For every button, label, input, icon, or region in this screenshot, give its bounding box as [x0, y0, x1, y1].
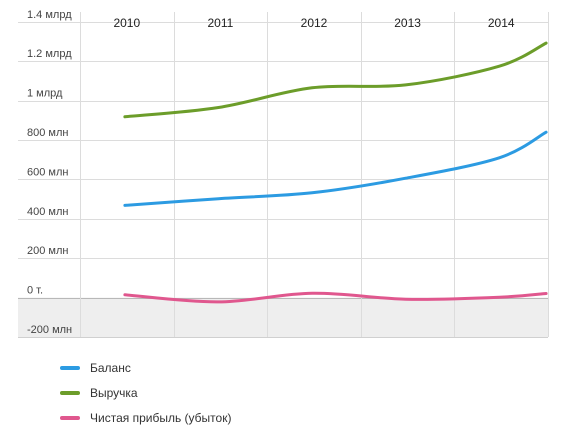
legend-swatch [60, 415, 80, 420]
y-tick-label: 1.2 млрд [27, 48, 72, 60]
legend-label: Баланс [90, 360, 131, 375]
y-tick-label: 400 млн [27, 206, 68, 218]
y-tick-label: 600 млн [27, 166, 68, 178]
legend-label: Чистая прибыль (убыток) [90, 410, 232, 425]
y-tick-label: -200 млн [27, 324, 72, 336]
chart-legend: Баланс Выручка Чистая прибыль (убыток) [60, 355, 231, 430]
legend-item: Чистая прибыль (убыток) [60, 405, 231, 430]
y-tick-label: 800 млн [27, 127, 68, 139]
x-category-label: 2013 [394, 16, 421, 30]
x-category-label: 2014 [488, 16, 515, 30]
series-line-2 [123, 41, 548, 119]
series-line-1 [123, 130, 548, 207]
series-line-3 [123, 291, 548, 304]
legend-swatch [60, 390, 80, 395]
chart-area: 1.4 млрд 1.2 млрд 1 млрд 800 млн 600 млн 400 … [18, 9, 549, 338]
x-category-label: 2010 [113, 16, 140, 30]
x-category-label: 2012 [301, 16, 328, 30]
x-category-label: 2011 [207, 16, 233, 30]
y-tick-label: 1 млрд [27, 88, 63, 100]
y-tick-label: 0 т. [27, 285, 43, 297]
legend-item: Баланс [60, 355, 231, 380]
y-tick-label: 1.4 млрд [27, 9, 72, 21]
legend-swatch [60, 365, 80, 370]
y-tick-label: 200 млн [27, 245, 68, 257]
legend-label: Выручка [90, 385, 138, 400]
line-chart: 1.4 млрд 1.2 млрд 1 млрд 800 млн 600 млн 400 … [18, 9, 549, 338]
legend-item: Выручка [60, 380, 231, 405]
negative-region [18, 297, 548, 337]
